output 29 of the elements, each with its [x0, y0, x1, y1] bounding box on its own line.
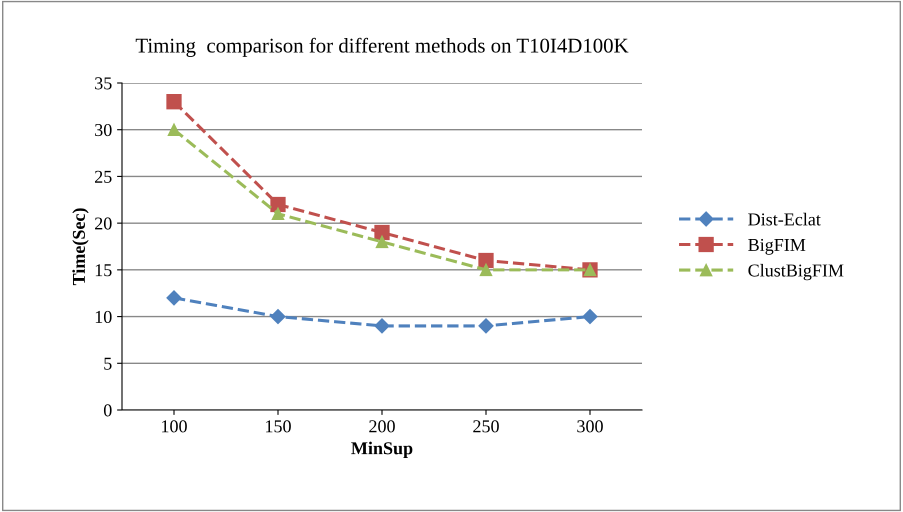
point	[374, 318, 390, 334]
y-tick-label: 5	[104, 358, 112, 370]
point	[166, 290, 182, 306]
y-axis-title: Time(Sec)	[72, 208, 89, 286]
x-tick-label: 150	[266, 420, 291, 432]
point	[478, 318, 494, 334]
point	[480, 264, 492, 276]
point	[376, 236, 388, 248]
point	[270, 309, 286, 324]
legend-label: Dist-Eclat	[748, 212, 821, 226]
x-tick-label: 200	[369, 420, 395, 432]
y-tick-label: 20	[95, 217, 112, 230]
y-tick-label: 15	[96, 264, 112, 276]
y-tick-label: 25	[95, 170, 112, 183]
legend-label: BigFIM	[748, 238, 806, 255]
x-axis-title: MinSup	[351, 442, 412, 458]
y-tick-label: 30	[95, 124, 112, 136]
point	[168, 123, 180, 136]
legend-label: ClustBigFIM	[748, 264, 844, 280]
point	[166, 94, 182, 110]
x-tick-label: 300	[577, 420, 603, 432]
point	[582, 309, 598, 324]
point	[272, 208, 284, 220]
chart-title: Timing comparison for different methods on T10I4D100K	[136, 38, 628, 57]
x-tick-label: 100	[162, 420, 187, 432]
y-tick-label: 0	[104, 404, 112, 416]
y-tick-label: 35	[95, 77, 112, 90]
y-tick-label: 10	[96, 310, 112, 324]
x-tick-label: 250	[473, 420, 499, 432]
